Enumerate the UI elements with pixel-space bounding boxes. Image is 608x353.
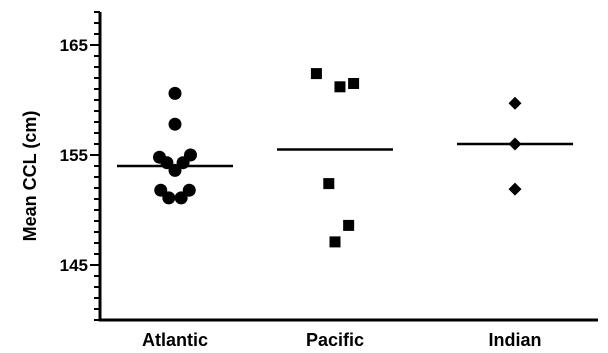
data-point-diamond: [508, 96, 522, 110]
axes: 145 155 165 Atlantic Pacific Indian Mean CCL…: [20, 11, 598, 350]
x-category-label: Atlantic: [142, 330, 208, 350]
data-point-square: [329, 236, 341, 248]
data-point-circle: [174, 191, 188, 205]
data-point-circle: [162, 191, 176, 205]
data-point-circle: [168, 86, 182, 100]
y-ticks: [90, 11, 100, 321]
y-tick-label: 155: [60, 146, 88, 165]
y-axis-title: Mean CCL (cm): [20, 111, 40, 242]
data-point-circle: [154, 183, 168, 197]
data-point-circle: [168, 117, 182, 131]
data-point-square: [310, 68, 322, 80]
data-point-square: [343, 219, 355, 231]
x-category-labels: Atlantic Pacific Indian: [142, 330, 542, 350]
y-tick-label: 145: [60, 256, 88, 275]
data-point-diamond: [508, 182, 522, 196]
y-tick-labels: 145 155 165: [60, 36, 88, 275]
data-point-circle: [182, 183, 196, 197]
data-point-square: [323, 178, 335, 190]
y-tick-label: 165: [60, 36, 88, 55]
data-point-square: [334, 81, 346, 93]
x-category-label: Indian: [489, 330, 542, 350]
data-marks: [117, 68, 573, 248]
data-point-square: [348, 78, 360, 89]
x-category-label: Pacific: [306, 330, 364, 350]
